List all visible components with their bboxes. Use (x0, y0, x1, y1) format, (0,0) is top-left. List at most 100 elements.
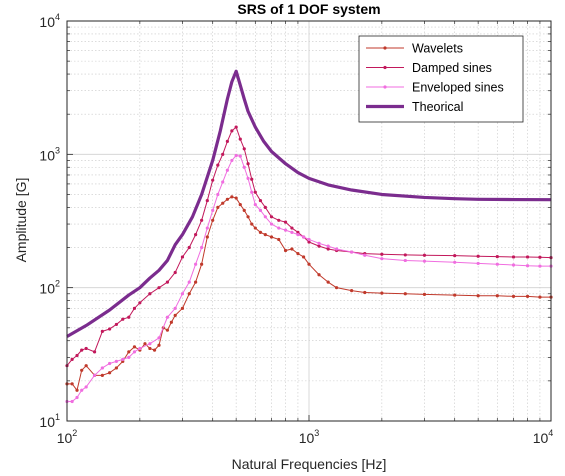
data-point (194, 262, 198, 266)
y-tick-label-exponent: 4 (55, 12, 60, 22)
data-point (152, 348, 157, 352)
data-point (216, 163, 220, 167)
legend-items: Wavelets Damped sines Enveloped sines Theor… (366, 42, 504, 114)
x-tick-label-base: 10 (299, 430, 315, 446)
data-point (238, 154, 242, 158)
data-point (263, 233, 267, 237)
data-point (476, 261, 480, 266)
x-tick-label-base: 10 (57, 430, 73, 446)
data-point (269, 215, 274, 219)
data-point (70, 382, 74, 386)
y-tick-label-base: 10 (39, 147, 55, 163)
legend-swatch-marker (383, 65, 387, 70)
data-point (246, 162, 250, 166)
data-point (80, 348, 84, 352)
data-point (225, 197, 229, 201)
data-point (211, 208, 215, 212)
legend-label: Wavelets (412, 42, 463, 56)
data-point (511, 263, 516, 267)
data-point (234, 196, 238, 200)
y-tick-label-base: 10 (39, 414, 55, 430)
data-point (234, 125, 238, 129)
y-tick-label: 102 (39, 279, 60, 297)
data-point (258, 198, 263, 203)
data-point (250, 222, 254, 226)
data-point (476, 254, 480, 258)
x-tick-label: 104 (533, 428, 554, 446)
legend-label: Damped sines (412, 61, 492, 75)
data-point (290, 226, 294, 230)
data-point (253, 202, 257, 207)
data-point (100, 329, 104, 333)
data-point (121, 357, 125, 361)
data-point (380, 252, 384, 256)
data-point (92, 373, 97, 377)
y-tick-label: 103 (39, 145, 60, 163)
data-point (403, 253, 407, 257)
data-point (230, 129, 234, 133)
x-tick-labels: 102 103 104 (57, 428, 554, 446)
data-point (422, 259, 427, 263)
data-point (234, 153, 238, 158)
data-point (194, 280, 198, 284)
data-point (453, 260, 457, 264)
data-point (216, 205, 220, 209)
data-point (380, 291, 384, 295)
data-point (143, 342, 147, 346)
tick-marks (66, 20, 552, 422)
data-point (138, 346, 142, 351)
data-point (334, 286, 339, 290)
data-point (165, 315, 170, 319)
data-point (242, 165, 246, 169)
data-point (296, 252, 300, 256)
data-point (114, 359, 118, 363)
data-point (334, 247, 339, 251)
legend-item: Wavelets (366, 42, 463, 56)
y-tick-label: 104 (39, 12, 60, 30)
x-tick-label: 102 (57, 428, 78, 446)
x-tick-label-base: 10 (533, 430, 549, 446)
data-point (317, 273, 321, 277)
data-point (307, 262, 311, 266)
data-point (258, 230, 263, 234)
data-point (326, 247, 330, 251)
data-point (157, 336, 161, 340)
data-point (538, 255, 542, 259)
data-point (127, 315, 131, 319)
data-point (75, 353, 79, 358)
data-point (157, 286, 161, 290)
data-point (511, 294, 516, 298)
y-tick-label-exponent: 2 (55, 279, 60, 289)
x-tick-label-exponent: 2 (72, 428, 77, 438)
legend: Wavelets Damped sines Enveloped sines Theor… (358, 35, 524, 123)
data-point (165, 280, 170, 284)
series-enveloped-sines (65, 153, 553, 404)
data-point (108, 371, 112, 375)
data-point (121, 317, 125, 321)
data-point (100, 366, 104, 370)
data-point (422, 253, 427, 257)
data-point (525, 264, 530, 268)
y-axis-title: Amplitude [G] (13, 178, 29, 263)
data-point (238, 137, 242, 141)
data-point (380, 257, 384, 261)
data-point (157, 343, 161, 347)
legend-swatch-marker (383, 85, 387, 89)
data-point (173, 313, 177, 317)
data-point (453, 253, 457, 258)
data-point (225, 168, 229, 172)
data-point (148, 346, 152, 351)
data-point (180, 306, 185, 310)
data-point (200, 262, 204, 266)
data-point (173, 270, 177, 275)
data-point (283, 228, 288, 232)
series-wavelets (65, 195, 553, 392)
data-point (221, 152, 225, 156)
data-point (187, 245, 191, 250)
y-tick-label-exponent: 1 (55, 412, 60, 422)
data-point (114, 322, 118, 327)
series-theorical (66, 69, 552, 338)
data-point (205, 198, 209, 203)
data-point (200, 218, 204, 222)
data-point (80, 368, 84, 372)
